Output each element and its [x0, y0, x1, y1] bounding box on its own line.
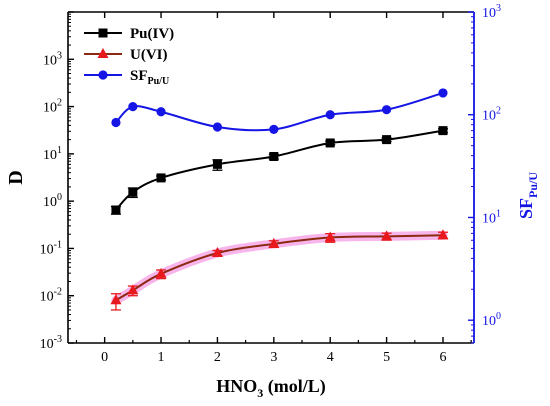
y-tick-label-base: 10	[40, 242, 54, 257]
y2-axis-label-sub: Pu/U	[526, 172, 540, 198]
legend-label-u-vi: U(VI)	[130, 47, 168, 63]
data-point-u-vi	[324, 231, 336, 242]
data-point-pu-iv	[128, 187, 138, 197]
fit-curve-glow	[111, 230, 448, 305]
y2-tick-label: 101	[482, 208, 501, 226]
data-point-u-vi	[155, 267, 167, 278]
data-point-sf-pu-u	[156, 107, 166, 117]
y-tick-label: 100	[43, 192, 62, 210]
y-tick-label-exponent: 1	[57, 145, 62, 156]
x-tick-label: 2	[214, 350, 221, 365]
data-point-sf-pu-u	[128, 102, 138, 112]
data-point-pu-iv	[269, 151, 279, 161]
y2-tick-label-exponent: 3	[496, 3, 501, 14]
y-tick-label-base: 10	[43, 195, 57, 210]
data-point-pu-iv	[212, 159, 222, 169]
y-tick-label-exponent: -3	[54, 334, 62, 345]
y2-tick-label-base: 10	[482, 314, 496, 329]
x-axis-label: HNO3 (mol/L)	[216, 376, 326, 400]
data-point-u-vi	[268, 237, 280, 248]
y-tick-label-exponent: 2	[57, 98, 62, 109]
y2-tick-label: 100	[482, 311, 501, 329]
y2-tick-label: 103	[482, 3, 501, 21]
y-tick-label-exponent: -1	[54, 239, 62, 250]
y2-tick-label-base: 10	[482, 6, 496, 21]
x-tick-label: 5	[383, 350, 390, 365]
y2-axis-label: SFPu/U	[516, 172, 540, 219]
y-tick-label-base: 10	[40, 337, 54, 352]
y2-axis-label-main: SF	[516, 198, 536, 219]
data-point-sf-pu-u	[381, 105, 392, 115]
y-tick-label: 101	[43, 145, 62, 163]
data-point-sf-pu-u	[325, 110, 335, 120]
x-tick-label: 0	[101, 350, 108, 365]
y2-tick-label-exponent: 2	[496, 106, 501, 117]
y2-tick-label-exponent: 1	[496, 208, 501, 219]
y-tick-label-base: 10	[43, 148, 57, 163]
x-tick-label: 4	[327, 350, 334, 365]
data-point-pu-iv	[438, 126, 448, 136]
x-tick-label: 3	[270, 350, 277, 365]
data-point-u-vi	[110, 294, 122, 305]
legend-marker-u-vi	[97, 48, 109, 58]
axes-layer: 0 1 2 3 4 5 610-310-210-1100101102103100101102…	[5, 3, 540, 400]
legend-label-sub: Pu/U	[148, 76, 170, 87]
data-point-pu-iv	[111, 205, 121, 215]
data-point-pu-iv	[382, 135, 392, 145]
legend-label-sf-pu-u: SFPu/U	[130, 68, 169, 87]
data-point-u-vi	[127, 284, 139, 295]
data-point-pu-iv	[325, 138, 335, 148]
y-tick-label-base: 10	[43, 101, 57, 116]
data-point-sf-pu-u	[269, 124, 279, 134]
data-point-u-vi	[211, 247, 223, 258]
y-tick-label: 10-3	[40, 334, 62, 352]
series-sf-pu-u	[111, 88, 448, 134]
y-axis-label: D	[5, 170, 27, 184]
legend-label-main: SF	[130, 68, 148, 84]
data-point-pu-iv	[156, 173, 166, 183]
data-point-u-vi	[437, 229, 449, 240]
legend-marker-pu-iv	[98, 28, 108, 38]
data-point-sf-pu-u	[111, 117, 121, 128]
legend-marker-sf-pu-u	[98, 70, 108, 80]
y-tick-label-exponent: 0	[57, 192, 62, 203]
x-axis-label-main: HNO	[216, 376, 257, 396]
x-tick-label: 1	[158, 350, 165, 365]
y2-tick-label-base: 10	[482, 109, 496, 124]
series-pu-iv	[110, 126, 448, 215]
y-tick-label-base: 10	[43, 53, 57, 68]
x-axis-label-rest: (mol/L)	[263, 376, 326, 397]
data-point-sf-pu-u	[438, 88, 448, 98]
data-point-sf-pu-u	[212, 122, 223, 132]
series-line-pu-iv	[115, 129, 444, 211]
data-point-u-vi	[381, 230, 393, 241]
y-tick-label-exponent: 3	[57, 50, 62, 61]
y-tick-label: 10-1	[40, 239, 62, 257]
y-tick-label: 102	[43, 98, 62, 116]
y-tick-label-exponent: -2	[54, 287, 62, 298]
y2-tick-label: 102	[482, 106, 501, 124]
y-tick-label: 103	[43, 50, 62, 68]
x-axis-label-sub: 3	[257, 386, 263, 400]
series-u-vi	[110, 229, 449, 311]
y2-tick-label-base: 10	[482, 211, 496, 226]
legend-label-pu-iv: Pu(IV)	[130, 26, 174, 42]
series-layer	[110, 88, 449, 311]
x-tick-label: 6	[439, 350, 446, 365]
y-tick-label-base: 10	[40, 290, 54, 305]
legend: Pu(IV) U(VI) SFPu/U	[84, 26, 174, 87]
y-tick-label: 10-2	[40, 287, 62, 305]
fit-curve-glow-layer	[111, 230, 448, 305]
y2-tick-label-exponent: 0	[496, 311, 501, 322]
